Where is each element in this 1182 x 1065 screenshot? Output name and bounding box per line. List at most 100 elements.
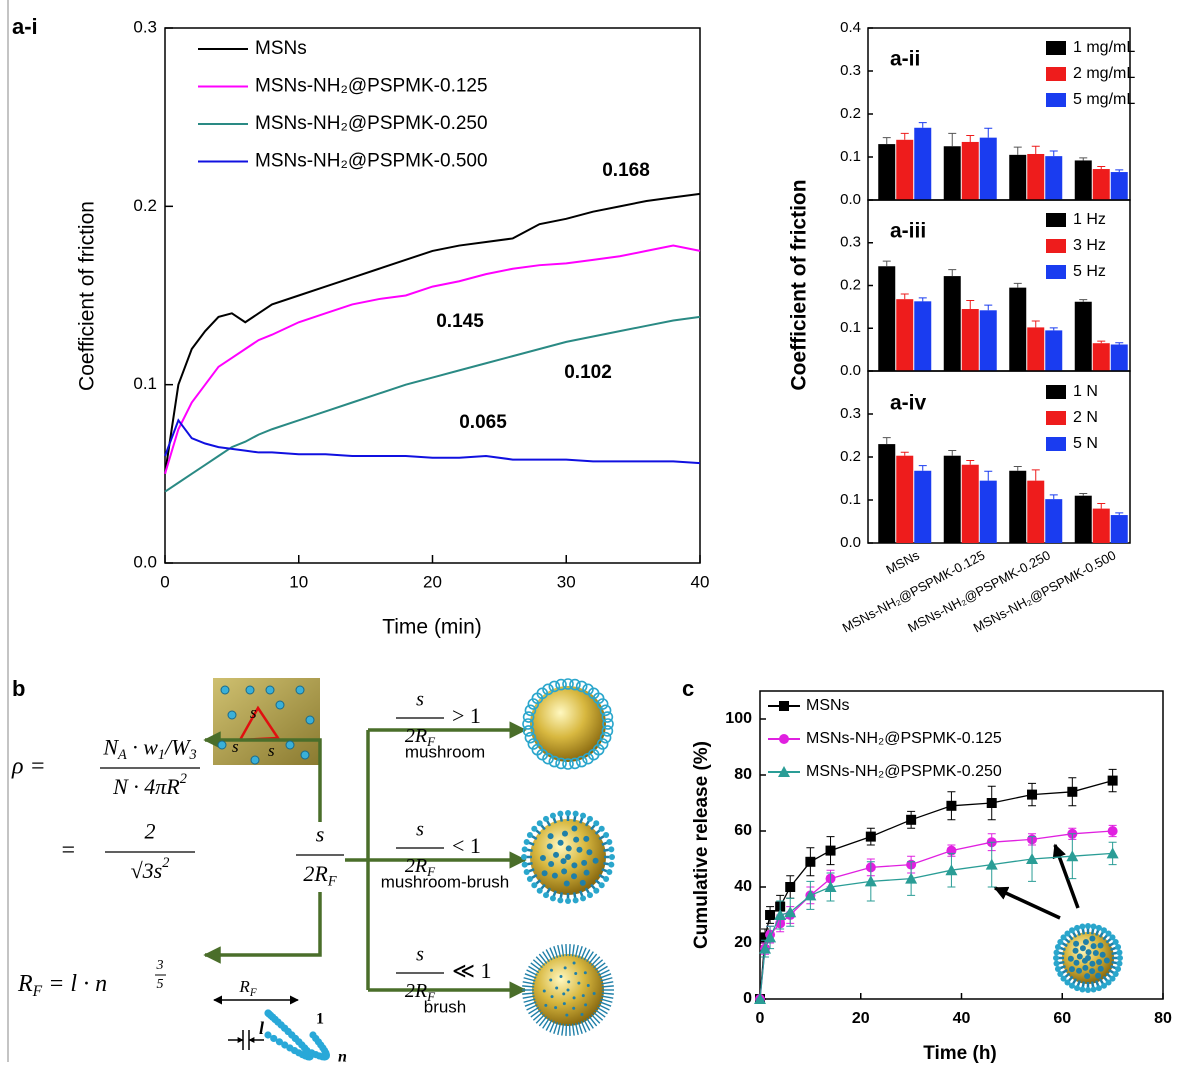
error-bar	[966, 136, 974, 142]
formula-part: 2R	[303, 861, 328, 886]
y-tick-label: 40	[734, 878, 752, 895]
error-bar	[1014, 466, 1022, 470]
polymer-coil	[1079, 923, 1085, 929]
y-axis-label: Coefficient of friction	[788, 179, 811, 390]
legend-label: 1 mg/mL	[1073, 39, 1135, 56]
polymer-coil	[1096, 985, 1102, 991]
bar	[962, 309, 979, 371]
error-bar	[1050, 151, 1058, 156]
error-bar	[1014, 283, 1022, 287]
page: 0102030400.00.10.20.3Time (min)Coefficie…	[0, 0, 1182, 1065]
legend-label: 2 mg/mL	[1073, 65, 1135, 82]
formula: s	[416, 944, 424, 966]
chain-bead	[309, 1031, 316, 1038]
marker	[765, 910, 775, 920]
polymer-coil	[1096, 959, 1102, 965]
regime-label: mushroom	[405, 742, 485, 761]
polymer-chain	[579, 946, 583, 957]
polymer-coil	[565, 810, 571, 816]
nanoparticle	[530, 686, 606, 762]
bar	[1045, 330, 1062, 371]
polymer-coil	[531, 826, 537, 832]
legend-label: MSNs-NH₂@PSPMK-0.125	[806, 730, 1002, 747]
polymer-chain	[524, 978, 536, 981]
polymer-coil	[574, 972, 577, 975]
formula: RF = l · n	[17, 971, 107, 1000]
formula: 3	[156, 958, 164, 973]
polymer-coil	[527, 876, 533, 882]
polymer-blob	[301, 751, 309, 759]
bar	[980, 138, 997, 200]
y-tick-label: 0.3	[840, 62, 861, 79]
x-tick-label: 20	[852, 1010, 870, 1027]
error-bar	[948, 270, 956, 276]
bar	[1111, 172, 1128, 200]
bar	[962, 142, 979, 200]
bar	[1093, 169, 1110, 200]
error-bar	[1079, 494, 1087, 496]
error-bar	[1097, 503, 1105, 508]
polymer-coil	[543, 892, 549, 898]
panel-title: a-ii	[890, 48, 920, 71]
formula: 2RF	[303, 861, 336, 890]
error-bar	[948, 133, 956, 146]
y-tick-label: 0.0	[840, 534, 861, 551]
y-tick-label: 0.2	[840, 276, 861, 293]
x-tick-label: 30	[557, 572, 576, 591]
polymer-coil	[561, 858, 567, 864]
polymer-coil	[1053, 955, 1059, 961]
error-bar	[883, 261, 891, 266]
polymer-blob	[306, 716, 314, 724]
polymer-coil	[573, 897, 579, 903]
polymer-coil	[593, 820, 599, 826]
polymer-blob	[251, 756, 259, 764]
formula-part: 2	[162, 855, 169, 871]
bar	[896, 456, 913, 543]
bar	[1027, 327, 1044, 371]
figure: 0102030400.00.10.20.3Time (min)Coefficie…	[0, 0, 1182, 1065]
polymer-coil	[573, 996, 576, 999]
bar	[914, 301, 931, 371]
y-tick-label: 0.1	[133, 374, 157, 393]
polymer-coil	[587, 892, 593, 898]
legend-swatch	[1046, 411, 1066, 425]
c-arrows	[995, 845, 1078, 918]
x-axis-label: Time (h)	[923, 1043, 997, 1064]
regime-label: brush	[424, 997, 467, 1016]
polymer-coil	[1115, 944, 1121, 950]
formula-part: = l · n	[42, 971, 107, 997]
polymer-coil	[557, 897, 563, 903]
y-tick-label: 0.3	[133, 17, 157, 36]
x-tick-label: 40	[691, 572, 710, 591]
polymer-coil	[1073, 948, 1079, 954]
condition: > 1	[452, 703, 481, 728]
polymer-blob	[221, 686, 229, 694]
polymer-coil	[606, 869, 612, 875]
polymer-coil	[1091, 943, 1097, 949]
error-bar	[901, 133, 909, 139]
bar	[896, 140, 913, 200]
error-bar	[1079, 300, 1087, 302]
legend-label: MSNs-NH₂@PSPMK-0.125	[255, 76, 488, 97]
bar	[980, 310, 997, 371]
legend-swatch	[1046, 213, 1066, 227]
formula-part: 3	[189, 747, 197, 763]
bar	[1027, 154, 1044, 200]
formula: 5	[157, 977, 164, 992]
marker	[1027, 790, 1037, 800]
bar	[1009, 471, 1026, 543]
error-bar	[948, 451, 956, 456]
polymer-coil	[1089, 961, 1095, 967]
y-tick-label: 0.0	[840, 362, 861, 379]
error-bar	[984, 128, 992, 137]
marker	[1108, 776, 1118, 786]
polymer-coil	[1077, 954, 1083, 960]
formula-part: F	[327, 874, 337, 890]
bar	[878, 266, 895, 371]
polymer-coil	[571, 826, 577, 832]
error-bar	[984, 471, 992, 480]
polymer-coil	[527, 832, 533, 838]
polymer-coil	[586, 849, 592, 855]
polymer-coil	[1082, 965, 1088, 971]
legend-label: MSNs-NH₂@PSPMK-0.250	[806, 763, 1002, 780]
